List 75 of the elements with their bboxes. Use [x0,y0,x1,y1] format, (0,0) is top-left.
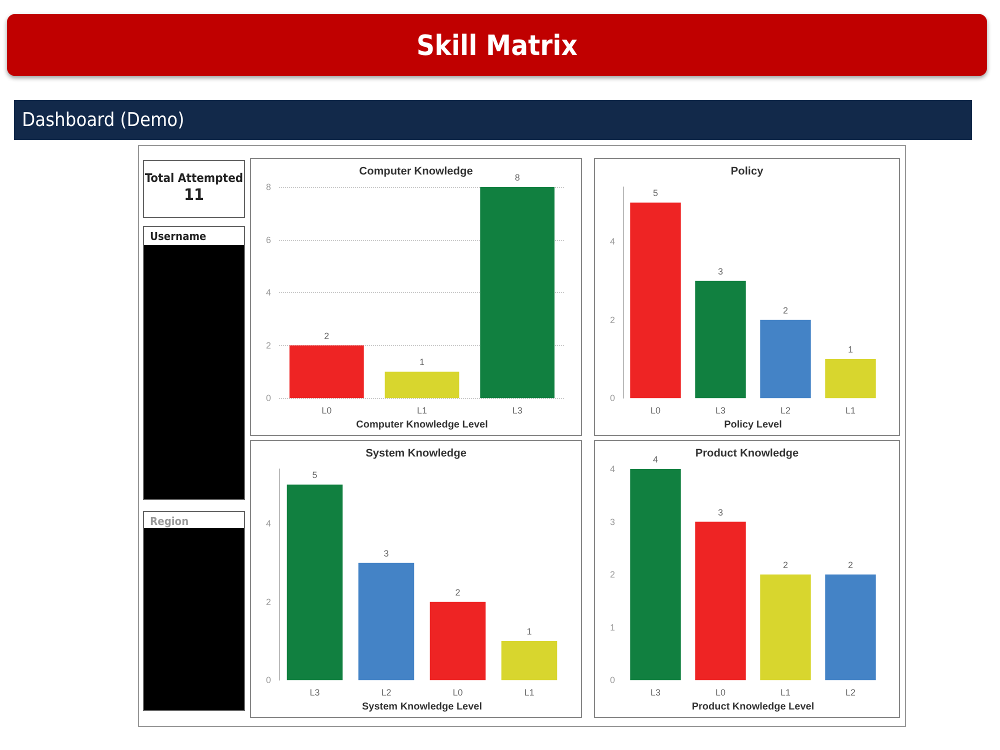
x-tick-label: L2 [381,688,392,698]
data-label: 2 [324,330,330,341]
data-label: 3 [718,507,724,518]
data-label: 1 [848,344,854,355]
bar [358,562,414,680]
x-tick-label: L1 [416,406,428,416]
x-tick-label: L2 [845,688,856,698]
y-tick-label: 3 [610,516,615,527]
bar [384,372,460,398]
text: Username [149,229,208,245]
bar [289,345,364,398]
bar [825,359,876,398]
x-tick-label: L2 [780,406,791,416]
y-tick-label: 6 [266,234,271,245]
y-tick-label: 2 [610,314,615,325]
data-label: 2 [848,560,854,570]
y-tick-label: 0 [610,393,615,404]
bar [760,320,811,398]
x-tick-label: L3 [650,688,661,698]
text: 11 [182,185,206,204]
y-tick-label: 8 [266,182,271,192]
x-tick-label: L0 [452,688,463,698]
y-tick-label: 4 [610,464,615,474]
bar [630,202,681,398]
y-tick-label: 4 [610,236,615,247]
y-tick-label: 4 [266,518,271,529]
bar [695,522,746,680]
chart-title: Policy [730,166,764,178]
data-label: 1 [526,626,532,637]
bar [695,280,746,398]
text: Dashboard (Demo) [14,100,972,140]
x-axis-title: Computer Knowledge Level [356,420,488,430]
y-tick-label: 2 [610,570,615,580]
bar [825,574,876,680]
x-axis-title: Policy Level [724,420,782,430]
x-tick-label: L0 [322,406,332,416]
data-label: 3 [718,266,724,276]
x-tick-label: L1 [524,688,534,698]
chart-title: System Knowledge [366,448,466,460]
x-tick-label: L0 [715,688,726,698]
data-label: 2 [782,560,788,570]
text: Skill Matrix [7,14,987,76]
y-tick-label: 2 [266,596,271,607]
x-axis-title: Product Knowledge Level [692,702,814,712]
x-tick-label: L3 [715,406,726,416]
bar [630,469,681,680]
y-tick-label: 4 [266,288,271,298]
data-label: 3 [384,548,389,558]
y-tick-label: 1 [610,622,615,632]
data-label: 2 [455,587,460,598]
text: Total Attempted [144,171,244,185]
y-tick-label: 0 [266,675,271,686]
bar [286,484,343,680]
text: Region [149,514,190,530]
data-label: 5 [652,188,658,198]
x-tick-label: L3 [512,406,522,416]
bar [430,602,486,680]
chart-title: Computer Knowledge [359,166,473,178]
x-tick-label: L1 [845,406,856,416]
data-label: 4 [652,454,658,464]
data-label: 1 [419,357,425,368]
data-label: 2 [782,305,788,316]
bar [501,641,558,680]
x-tick-label: L0 [650,406,661,416]
y-tick-label: 2 [266,340,271,350]
bar [480,187,555,398]
chart-title: Product Knowledge [695,448,799,460]
y-tick-label: 0 [610,675,615,686]
bar [760,574,811,680]
x-tick-label: L1 [780,688,791,698]
y-tick-label: 0 [266,393,271,404]
data-label: 5 [312,470,318,480]
data-label: 8 [514,172,520,182]
x-axis-title: System Knowledge Level [362,702,482,712]
x-tick-label: L3 [310,688,320,698]
